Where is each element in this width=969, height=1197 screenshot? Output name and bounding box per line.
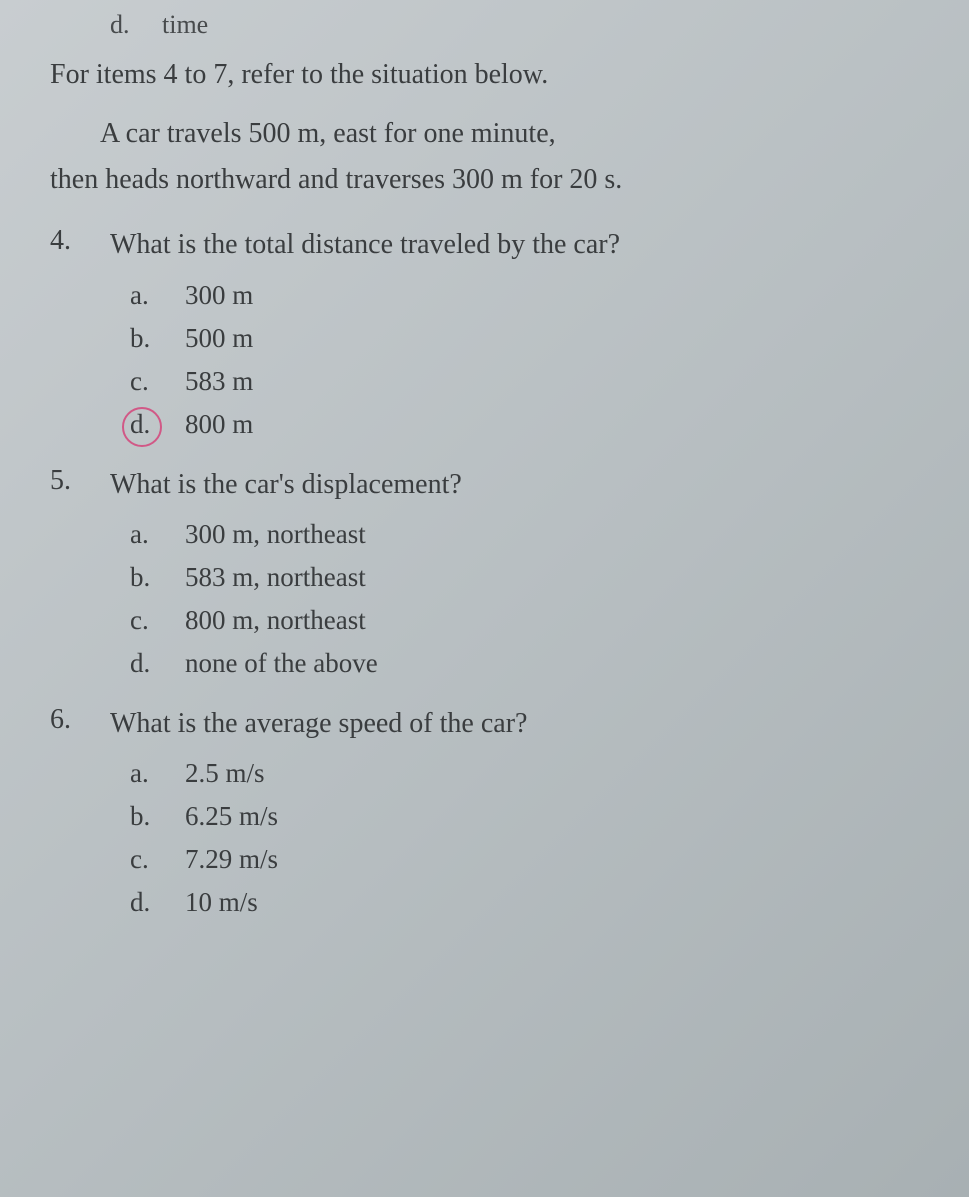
option-letter: b. [130, 323, 185, 354]
question-number: 5. [50, 465, 110, 497]
partial-option-d: d. time [110, 10, 939, 40]
option-b: b. 6.25 m/s [130, 801, 939, 832]
context-line1: A car travels 500 m, east for one minute… [100, 114, 919, 155]
option-c: c. 7.29 m/s [130, 844, 939, 875]
question-number: 6. [50, 704, 110, 736]
option-text: 6.25 m/s [185, 801, 278, 832]
option-text: 300 m, northeast [185, 519, 366, 550]
question-4-options: a. 300 m b. 500 m c. 583 m d. 800 m [130, 280, 939, 440]
option-d: d. 10 m/s [130, 887, 939, 918]
option-letter-circled: d. [130, 409, 185, 440]
option-letter: c. [130, 366, 185, 397]
question-5-options: a. 300 m, northeast b. 583 m, northeast … [130, 519, 939, 679]
option-text: 10 m/s [185, 887, 258, 918]
option-b: b. 500 m [130, 323, 939, 354]
question-text: What is the average speed of the car? [110, 704, 939, 743]
option-c: c. 583 m [130, 366, 939, 397]
question-row: 5. What is the car's displacement? [30, 465, 939, 504]
option-letter: d. [130, 887, 185, 918]
partial-option-text: time [162, 10, 208, 39]
context-line2: then heads northward and traverses 300 m… [50, 160, 919, 201]
option-text: 7.29 m/s [185, 844, 278, 875]
option-text: 2.5 m/s [185, 758, 265, 789]
question-5: 5. What is the car's displacement? a. 30… [30, 465, 939, 679]
option-text: 300 m [185, 280, 253, 311]
option-letter: a. [130, 519, 185, 550]
question-text: What is the total distance traveled by t… [110, 225, 939, 264]
option-text: 800 m [185, 409, 253, 440]
option-letter: c. [130, 605, 185, 636]
option-letter: b. [130, 801, 185, 832]
option-letter: a. [130, 280, 185, 311]
option-b: b. 583 m, northeast [130, 562, 939, 593]
page-content: d. time For items 4 to 7, refer to the s… [30, 10, 939, 918]
option-a: a. 300 m, northeast [130, 519, 939, 550]
question-6: 6. What is the average speed of the car?… [30, 704, 939, 918]
option-letter: b. [130, 562, 185, 593]
option-text: 583 m, northeast [185, 562, 366, 593]
question-row: 4. What is the total distance traveled b… [30, 225, 939, 264]
option-text: 800 m, northeast [185, 605, 366, 636]
option-text: none of the above [185, 648, 378, 679]
instruction-text: For items 4 to 7, refer to the situation… [50, 55, 939, 94]
question-row: 6. What is the average speed of the car? [30, 704, 939, 743]
option-letter: d. [130, 648, 185, 679]
partial-option-letter: d. [110, 10, 130, 39]
option-a: a. 300 m [130, 280, 939, 311]
option-a: a. 2.5 m/s [130, 758, 939, 789]
question-number: 4. [50, 225, 110, 257]
option-text: 583 m [185, 366, 253, 397]
question-6-options: a. 2.5 m/s b. 6.25 m/s c. 7.29 m/s d. 10… [130, 758, 939, 918]
option-text: 500 m [185, 323, 253, 354]
option-c: c. 800 m, northeast [130, 605, 939, 636]
option-letter: c. [130, 844, 185, 875]
option-d: d. none of the above [130, 648, 939, 679]
option-d: d. 800 m [130, 409, 939, 440]
option-letter: a. [130, 758, 185, 789]
question-4: 4. What is the total distance traveled b… [30, 225, 939, 439]
question-text: What is the car's displacement? [110, 465, 939, 504]
